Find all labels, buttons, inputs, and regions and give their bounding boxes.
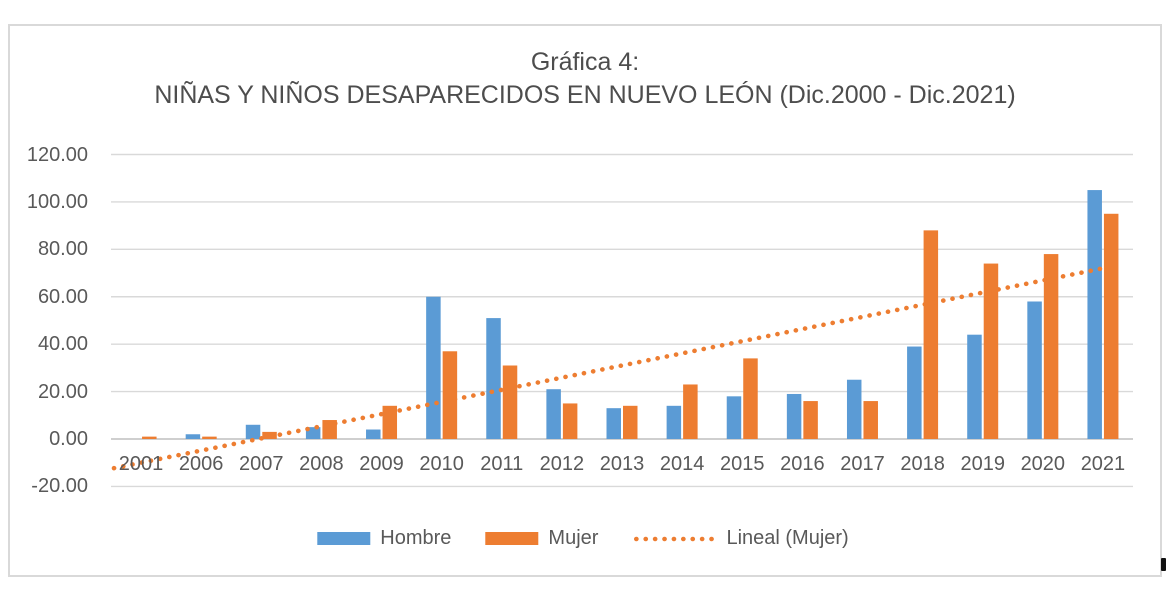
legend-item-lineal-mujer: Lineal (Mujer) — [632, 527, 849, 550]
bar-mujer-2018 — [923, 230, 939, 439]
bar-hombre-2021 — [1087, 190, 1102, 439]
x-tick-label-2007: 2007 — [239, 453, 284, 475]
legend-swatch-bar — [317, 532, 371, 545]
bar-hombre-2020 — [1027, 301, 1042, 439]
legend-item-mujer: Mujer — [485, 527, 598, 550]
x-tick-label-2020: 2020 — [1020, 453, 1066, 475]
bar-mujer-2011 — [502, 365, 518, 439]
legend-label: Mujer — [548, 527, 599, 549]
bar-mujer-2016 — [803, 401, 818, 439]
bar-mujer-2009 — [382, 405, 398, 439]
bar-hombre-2009 — [366, 429, 381, 439]
legend-swatch-dotted-line — [634, 536, 715, 541]
bar-mujer-2012 — [562, 403, 578, 439]
x-tick-label-2019: 2019 — [960, 453, 1005, 475]
y-tick-label--20: -20.00 — [31, 475, 88, 498]
x-tick-label-2015: 2015 — [719, 453, 765, 475]
x-tick-label-2016: 2016 — [780, 453, 825, 475]
y-tick-label-0: 0.00 — [49, 428, 88, 450]
bar-mujer-2020 — [1043, 254, 1059, 439]
cut-off-text-fragment — [1161, 558, 1166, 571]
legend-label: Hombre — [380, 527, 452, 549]
bar-mujer-2021 — [1103, 213, 1119, 439]
chart-title-line1: Gráfica 4: — [530, 48, 640, 76]
bar-mujer-2001 — [142, 436, 157, 439]
bar-mujer-2015 — [743, 358, 758, 439]
y-tick-label-60: 60.00 — [37, 285, 88, 308]
bar-mujer-2010 — [442, 351, 458, 439]
x-tick-label-2001: 2001 — [118, 453, 164, 475]
legend-swatch-bar — [485, 532, 539, 545]
chart-title-line2: NIÑAS Y NIÑOS DESAPARECIDOS EN NUEVO LEÓ… — [154, 81, 1016, 109]
bar-mujer-2014 — [683, 384, 698, 439]
x-tick-label-2012: 2012 — [539, 453, 585, 475]
x-tick-label-2021: 2021 — [1080, 453, 1126, 475]
bar-hombre-2007 — [245, 424, 261, 439]
x-tick-label-2013: 2013 — [599, 453, 645, 475]
bar-hombre-2017 — [846, 379, 862, 439]
bar-hombre-2008 — [305, 427, 321, 439]
x-tick-label-2017: 2017 — [840, 453, 885, 475]
y-tick-label-80: 80.00 — [37, 238, 88, 261]
x-tick-label-2011: 2011 — [480, 453, 524, 475]
bar-hombre-2015 — [726, 396, 742, 439]
bar-hombre-2012 — [546, 389, 561, 439]
x-tick-label-2006: 2006 — [178, 453, 224, 475]
y-tick-label-20: 20.00 — [37, 380, 88, 403]
y-tick-label-40: 40.00 — [37, 333, 88, 356]
trendline-lineal-mujer — [111, 265, 1109, 471]
chart-title: Gráfica 4: NIÑAS Y NIÑOS DESAPARECIDOS E… — [10, 46, 1160, 112]
bar-mujer-2017 — [863, 401, 878, 439]
bar-mujer-2006 — [202, 436, 217, 439]
chart-frame: Gráfica 4: NIÑAS Y NIÑOS DESAPARECIDOS E… — [8, 24, 1162, 577]
legend: Hombre Mujer Lineal (Mujer) — [317, 527, 849, 550]
bar-hombre-2013 — [606, 408, 621, 439]
bar-hombre-2011 — [486, 318, 501, 439]
x-tick-label-2010: 2010 — [419, 453, 464, 475]
bar-hombre-2010 — [426, 296, 441, 439]
bar-mujer-2013 — [623, 405, 638, 439]
bar-hombre-2014 — [666, 405, 682, 439]
bar-hombre-2019 — [967, 334, 982, 439]
x-tick-label-2009: 2009 — [359, 453, 404, 475]
y-tick-label-120: 120.00 — [26, 143, 88, 166]
y-tick-label-100: 100.00 — [26, 190, 88, 213]
bar-hombre-2016 — [786, 393, 802, 439]
x-tick-label-2018: 2018 — [900, 453, 945, 475]
bar-hombre-2018 — [907, 346, 922, 439]
x-tick-label-2008: 2008 — [299, 453, 344, 475]
x-tick-label-2014: 2014 — [659, 453, 705, 475]
legend-label: Lineal (Mujer) — [726, 527, 849, 549]
bar-mujer-2019 — [983, 263, 999, 439]
bar-hombre-2006 — [185, 434, 201, 439]
legend-item-hombre: Hombre — [317, 527, 451, 550]
